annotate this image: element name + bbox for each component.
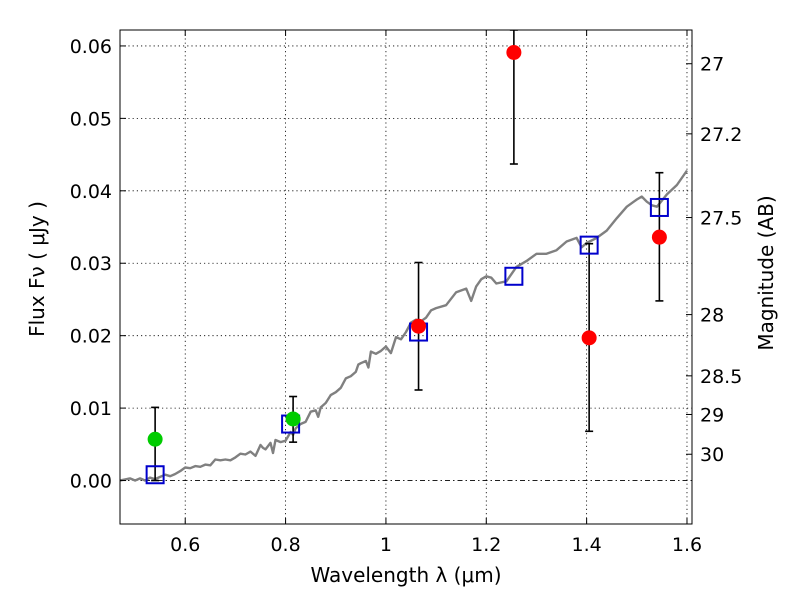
optical-detection-point — [285, 411, 301, 427]
x-tick-label: 0.8 — [270, 534, 300, 556]
y-tick-label: 0.04 — [70, 181, 112, 203]
model-layer — [120, 169, 688, 482]
x-axis-title: Wavelength λ (μm) — [310, 563, 501, 587]
nir-detection-point — [581, 330, 597, 346]
plot-frame — [119, 29, 693, 525]
axis-ticks — [120, 30, 692, 524]
y-tick-label: 0.05 — [70, 108, 112, 130]
optical-detection-point — [147, 431, 163, 447]
y-axis-title-left: Flux Fν ( μJy ) — [25, 201, 49, 337]
x-tick-label: 1.4 — [572, 534, 602, 556]
nir-detection-point — [411, 318, 427, 334]
y-tick-label: 0.01 — [70, 398, 112, 420]
x-tick-label: 1.2 — [471, 534, 501, 556]
y-axis-title-right: Magnitude (AB) — [754, 195, 778, 350]
right-axis-tick-label: 27.5 — [700, 208, 742, 230]
grid-lines — [120, 30, 692, 524]
model-photometry-square — [649, 197, 669, 217]
y-tick-label: 0.00 — [70, 471, 112, 493]
y-tick-label: 0.06 — [70, 36, 112, 58]
right-axis-tick-label: 28 — [700, 305, 724, 327]
right-axis-tick-label: 28.5 — [700, 366, 742, 388]
observed-points — [147, 44, 667, 447]
right-axis-tick-label: 27.2 — [700, 124, 742, 146]
tick-labels: 0.6 0.8 1 1.2 1.4 1.6 0.00 0.01 0.02 0.03 0.04 0.05… — [70, 36, 743, 556]
right-axis-tick-label: 29 — [700, 404, 724, 426]
right-axis-tick-label: 30 — [700, 444, 724, 466]
nir-detection-point — [506, 44, 522, 60]
model-photometry-square — [145, 465, 165, 485]
y-tick-label: 0.02 — [70, 326, 112, 348]
model-photometry-square — [504, 266, 524, 286]
model-photometry-square — [579, 235, 599, 255]
sed-model-line — [120, 169, 688, 482]
x-tick-label: 1 — [380, 534, 392, 556]
error-bars — [151, 30, 664, 482]
x-tick-label: 0.6 — [170, 534, 200, 556]
y-tick-label: 0.03 — [70, 253, 112, 275]
right-axis-tick-label: 27 — [700, 54, 724, 76]
nir-detection-point — [651, 229, 667, 245]
x-tick-label: 1.6 — [672, 534, 702, 556]
